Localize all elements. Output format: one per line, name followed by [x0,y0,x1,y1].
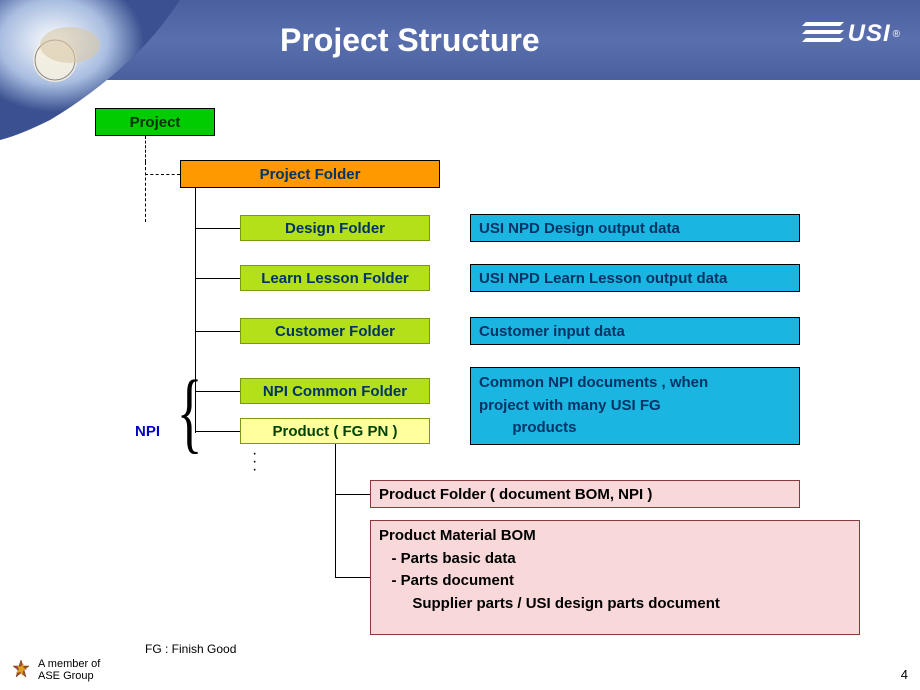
footer-line: ASE Group [38,670,100,682]
node-label: Product Folder ( document BOM, NPI ) [379,486,652,503]
slide-header: Project Structure USI ® [0,0,920,80]
footer-ase-logo: A member of ASE Group [10,658,100,682]
node-project-folder: Project Folder [180,160,440,188]
usi-logo: USI ® [802,20,900,48]
node-label: Customer Folder [275,323,395,340]
brace-icon: { [177,368,203,458]
node-design-folder: Design Folder [240,215,430,241]
node-product-material-bom: Product Material BOM - Parts basic data … [370,520,860,635]
node-npi-desc: Common NPI documents , when project with… [470,367,800,445]
node-learn-folder: Learn Lesson Folder [240,265,430,291]
node-label: Product ( FG PN ) [273,423,398,440]
node-customer-folder: Customer Folder [240,318,430,344]
connector-h [195,278,240,279]
node-label: NPI Common Folder [263,383,407,400]
node-label: Project Folder [260,166,361,183]
slide-title: Project Structure [280,22,540,59]
connector-v [335,444,336,577]
text-line: - Parts document [379,570,514,593]
node-learn-desc: USI NPD Learn Lesson output data [470,264,800,292]
footnote-fg: FG : Finish Good [145,642,236,656]
page-number: 4 [901,667,908,682]
node-product-folder-doc: Product Folder ( document BOM, NPI ) [370,480,800,508]
star-icon [10,659,32,681]
node-product-fgpn: Product ( FG PN ) [240,418,430,444]
logo-stripes-icon [802,22,844,46]
header-decoration-graphic [0,0,180,140]
connector-h [145,174,180,175]
text-line: project with many USI FG [479,395,661,418]
logo-text: USI [848,20,891,48]
node-npi-common-folder: NPI Common Folder [240,378,430,404]
node-label: Learn Lesson Folder [261,270,409,287]
node-design-desc: USI NPD Design output data [470,214,800,242]
node-label: Customer input data [479,323,625,340]
text-line: - Parts basic data [379,548,516,571]
text-line: products [479,417,577,440]
connector-h [335,494,370,495]
node-label: USI NPD Design output data [479,220,680,237]
npi-label: NPI [135,423,160,440]
text-line: Common NPI documents , when [479,372,708,395]
connector-v [145,162,146,222]
connector-h [195,228,240,229]
node-label: Design Folder [285,220,385,237]
text-line: Supplier parts / USI design parts docume… [379,593,720,616]
diagram-canvas: Project Project Folder Design Folder USI… [0,80,920,690]
connector-h [195,331,240,332]
registered-mark: ® [893,29,900,40]
connector-h [335,577,370,578]
node-label: USI NPD Learn Lesson output data [479,270,727,287]
node-customer-desc: Customer input data [470,317,800,345]
vertical-dots-icon: ··· [252,450,256,474]
footer-line: A member of [38,658,100,670]
text-line: Product Material BOM [379,525,536,548]
